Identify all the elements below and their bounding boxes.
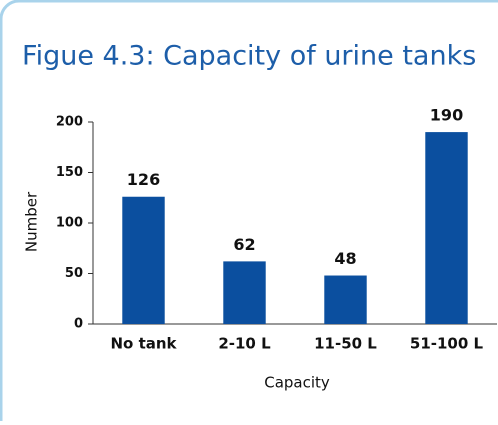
x-tick-label: 51-100 L [410,335,484,353]
y-tick-label: 200 [56,115,83,130]
x-axis-label: Capacity [264,374,330,392]
chart-title: Figue 4.3: Capacity of urine tanks [22,41,476,72]
bar [324,275,367,324]
y-tick-label: 100 [56,216,83,231]
x-tick-label: 2-10 L [218,335,271,353]
x-tick-label: No tank [110,335,177,353]
data-label: 48 [334,249,356,268]
y-tick-label: 150 [56,165,83,180]
y-axis-label: Number [23,191,41,252]
bar [122,196,165,324]
y-tick-label: 0 [74,317,83,332]
data-label: 62 [233,235,255,254]
bar [223,261,266,324]
data-label: 190 [430,106,463,125]
y-tick-label: 50 [65,266,83,281]
x-tick-label: 11-50 L [314,335,377,353]
bar [425,132,468,324]
data-label: 126 [127,170,160,189]
